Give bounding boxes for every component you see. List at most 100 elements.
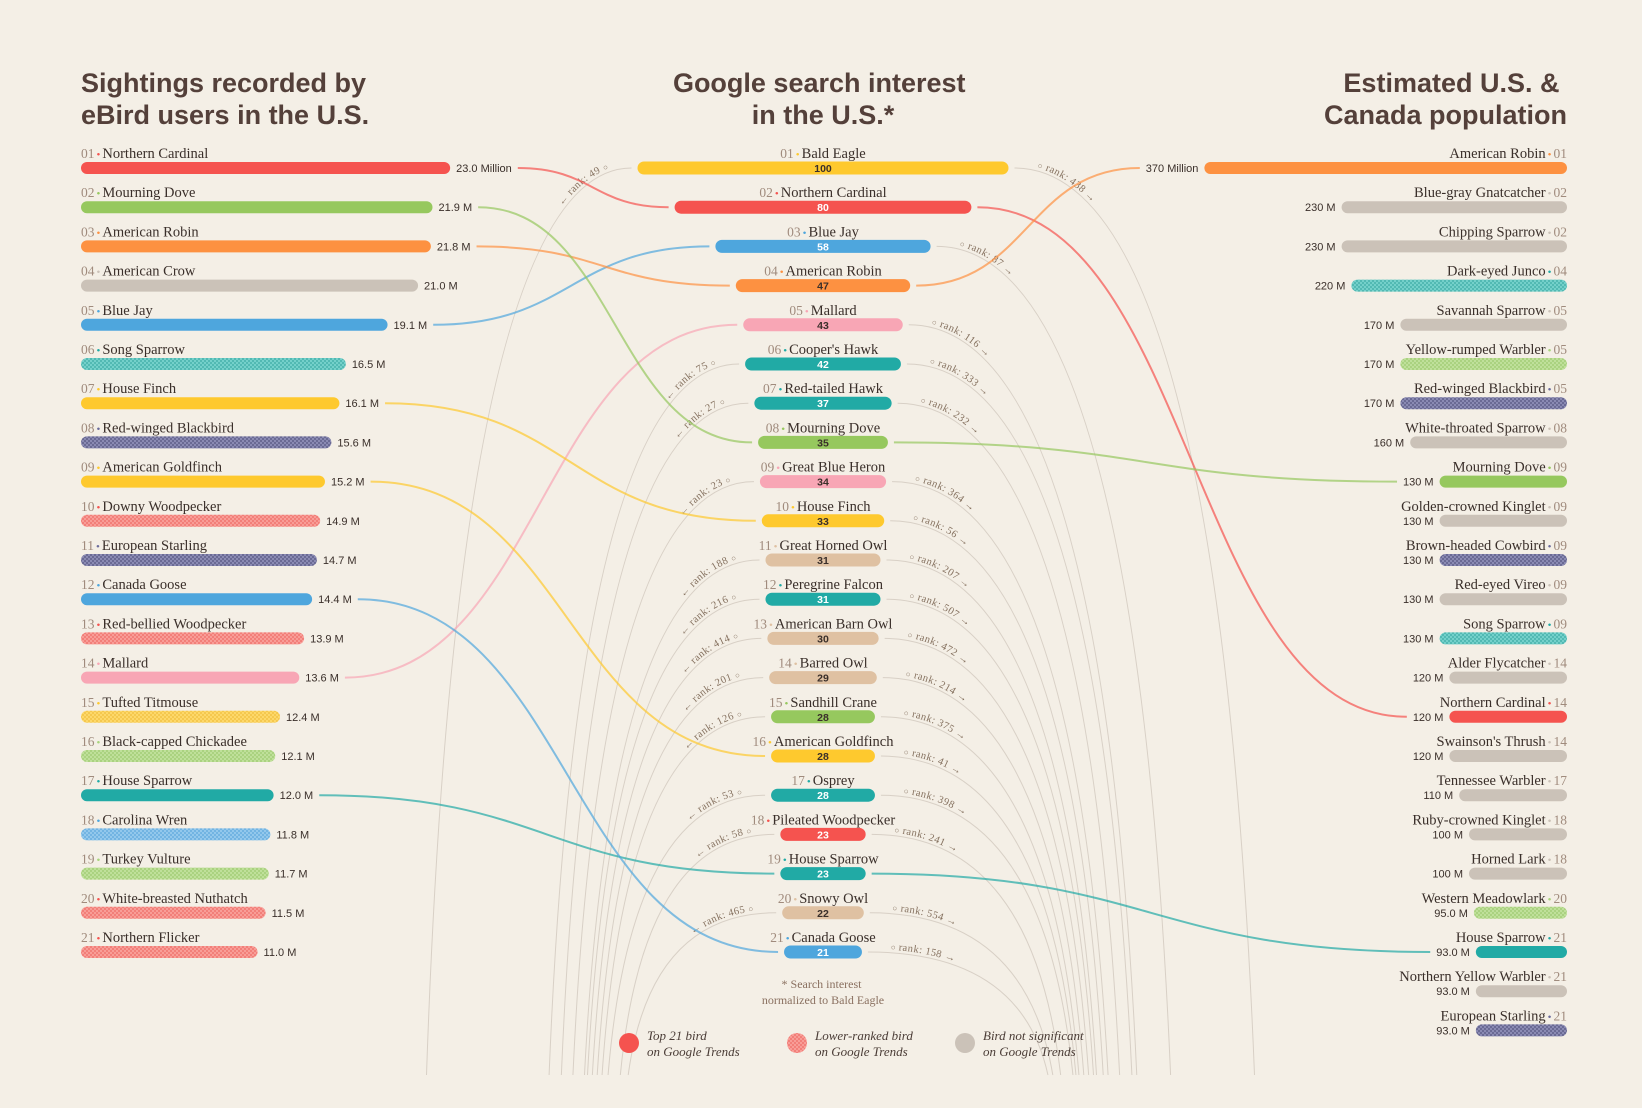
sightings-row-american-robin: 03 • American Robin 21.8 M (81, 224, 471, 253)
rank-number: 14 (778, 656, 792, 671)
bird-name: Western Meadowlark (1422, 891, 1547, 907)
rank-number: 09 (81, 460, 95, 475)
sightings-value: 14.9 M (326, 516, 360, 528)
color-dot-icon: • (1548, 659, 1552, 671)
search-bar (674, 200, 972, 214)
bird-name: House Sparrow (789, 852, 879, 868)
legend-item: Lower-ranked bird on Google Trends (787, 1028, 913, 1059)
color-dot-icon: • (1548, 267, 1552, 279)
bird-label: 10 • Downy Woodpecker (81, 499, 221, 515)
sightings-rank-arc (601, 716, 766, 1076)
sightings-row-song-sparrow: 06 • Song Sparrow 16.5 M (81, 342, 385, 371)
bird-name: Blue Jay (102, 303, 153, 319)
sightings-rank-arc (560, 402, 749, 1076)
color-dot-icon: • (776, 463, 780, 475)
search-bar (771, 710, 875, 724)
color-dot-icon: • (791, 502, 795, 514)
ring-icon: ○ (903, 748, 909, 758)
bird-label: 09 • American Goldfinch (81, 460, 223, 476)
population-bar (1204, 162, 1567, 174)
rank-number: 21 (1554, 1008, 1568, 1023)
bird-name: Carolina Wren (102, 812, 188, 828)
population-value: 220 M (1315, 281, 1346, 293)
legend-item: Top 21 bird on Google Trends (619, 1028, 740, 1059)
search-value: 31 (817, 594, 829, 606)
search-bar (767, 631, 879, 645)
bird-name: Great Horned Owl (779, 538, 887, 554)
bird-label: 15 • Tufted Titmouse (81, 695, 198, 711)
bird-label: 20 • White-breasted Nuthatch (81, 891, 248, 907)
population-title: Estimated U.S. & Canada population (1324, 68, 1567, 130)
search-bar (771, 749, 875, 763)
arrow-right-icon: → (945, 840, 960, 855)
rank-number: 01 (81, 146, 95, 161)
bird-label: Mourning Dove • 09 (1453, 460, 1568, 476)
population-bar (1400, 397, 1567, 410)
bird-name: Sandhill Crane (790, 695, 877, 711)
search-bar (765, 592, 881, 606)
bird-label: 10 • House Finch (775, 499, 871, 515)
arrow-right-icon: → (954, 803, 969, 818)
rank-number: 05 (1554, 342, 1568, 357)
sightings-value: 19.1 M (394, 320, 428, 332)
sightings-value: 23.0 Million (456, 163, 512, 175)
bird-label: 19 • House Sparrow (767, 852, 879, 868)
search-bar (765, 553, 881, 567)
population-value: 230 M (1305, 202, 1336, 214)
bird-label: Alder Flycatcher • 14 (1448, 656, 1567, 672)
bird-label: 02 • Northern Cardinal (759, 185, 886, 201)
bird-name: Song Sparrow (1463, 616, 1546, 632)
sightings-search-link (385, 402, 756, 522)
population-bar (1341, 201, 1567, 214)
ring-icon: ○ (746, 826, 753, 836)
bird-label: Western Meadowlark • 20 (1422, 891, 1568, 907)
sightings-row-downy-woodpecker: 10 • Downy Woodpecker 14.9 M (81, 499, 360, 528)
bird-name: Red-winged Blackbird (102, 420, 234, 436)
bird-label: Red-winged Blackbird • 05 (1414, 381, 1567, 397)
sightings-row-black-capped-chickadee: 16 • Black-capped Chickadee 12.1 M (81, 734, 315, 763)
color-dot-icon: • (775, 188, 779, 200)
sightings-value: 16.5 M (352, 359, 386, 371)
color-dot-icon: • (768, 737, 772, 749)
rank-number: 19 (81, 852, 95, 867)
population-value: 130 M (1403, 633, 1434, 645)
ring-icon: ○ (1037, 161, 1044, 171)
bird-name: Downy Woodpecker (102, 499, 221, 515)
color-dot-icon: • (766, 815, 770, 827)
sightings-row-american-crow: 04 • American Crow 21.0 M (81, 264, 458, 293)
color-dot-icon: • (97, 423, 101, 435)
rank-number: 14 (81, 656, 95, 671)
bird-label: Ruby-crowned Kinglet • 18 (1412, 812, 1567, 828)
population-bar (1449, 671, 1567, 684)
population-row-dark-eyed-junco: Dark-eyed Junco • 04 220 M (1315, 264, 1567, 293)
population-value: 370 Million (1146, 163, 1199, 175)
rank-number: 03 (787, 224, 801, 239)
bird-label: European Starling • 21 (1441, 1008, 1567, 1024)
color-dot-icon: • (97, 502, 101, 514)
search-value: 80 (817, 202, 829, 214)
bird-label: 17 • House Sparrow (81, 773, 193, 789)
search-value: 23 (817, 869, 829, 881)
ring-icon: ○ (736, 709, 743, 719)
population-bar (1475, 946, 1567, 958)
sightings-bar (81, 946, 258, 958)
bird-label: 07 • Red-tailed Hawk (763, 381, 884, 397)
color-dot-icon: • (1548, 463, 1552, 475)
population-rank-arc (908, 324, 1138, 1076)
search-bar (637, 161, 1009, 175)
sightings-bar (81, 867, 269, 880)
population-value: 130 M (1403, 594, 1434, 606)
search-bar (745, 357, 901, 371)
bird-label: American Robin • 01 (1449, 146, 1567, 162)
sightings-value: 14.4 M (318, 594, 352, 606)
bird-label: Brown-headed Cowbird • 09 (1406, 538, 1567, 554)
sightings-value: 15.6 M (337, 437, 371, 449)
population-rank-arc (880, 716, 1080, 1076)
